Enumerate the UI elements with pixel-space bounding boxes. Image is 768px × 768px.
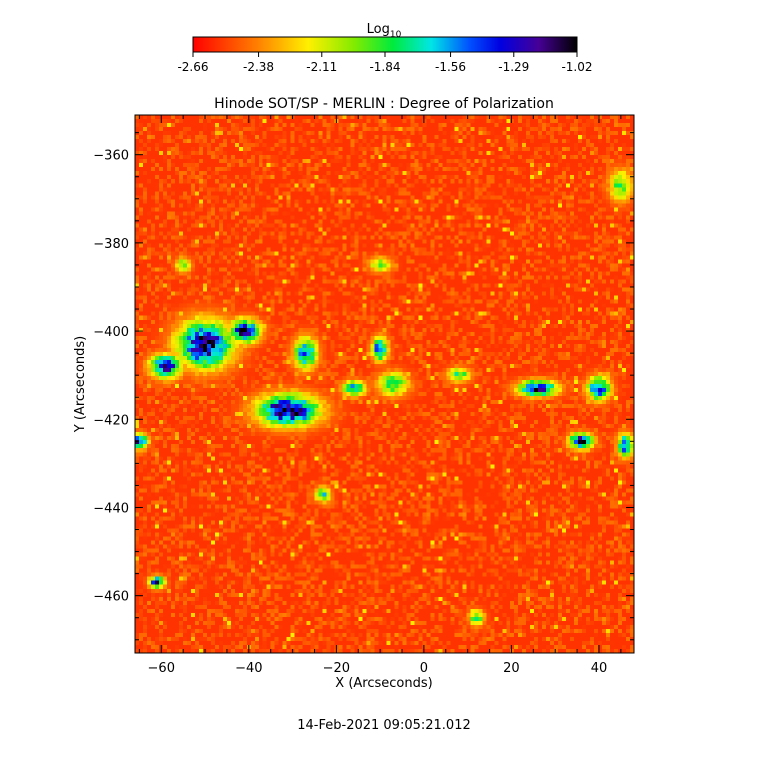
x-axis: −60 −40 −20 0 20 40 — [138, 115, 622, 676]
y-tick-label: −380 — [93, 237, 129, 252]
colorbar-tick-label: -2.38 — [243, 60, 274, 74]
x-tick-label: 40 — [591, 661, 608, 676]
colorbar-tick-label: -1.02 — [561, 60, 592, 74]
x-axis-label: X (Arcseconds) — [335, 676, 432, 691]
colorbar-tick-label: -1.56 — [435, 60, 466, 74]
x-tick-label: −40 — [235, 661, 262, 676]
colorbar-label: Log10 — [367, 22, 402, 40]
timestamp-footer: 14-Feb-2021 09:05:21.012 — [297, 718, 471, 733]
y-tick-label: −440 — [93, 501, 129, 516]
y-tick-label: −420 — [93, 413, 129, 428]
colorbar-label-main: Log — [367, 22, 390, 37]
x-tick-label: 0 — [420, 661, 428, 676]
y-axis-label: Y (Arcseconds) — [73, 336, 88, 433]
y-tick-label: −400 — [93, 325, 129, 340]
colorbar-tick-label: -1.84 — [369, 60, 400, 74]
colorbar-label-subscript: 10 — [390, 30, 402, 40]
chart-title: Hinode SOT/SP - MERLIN : Degree of Polar… — [214, 96, 554, 112]
y-tick-label: −460 — [93, 590, 129, 605]
heatmap-image — [135, 115, 634, 653]
colorbar-tick-label: -2.11 — [306, 60, 337, 74]
heatmap-area — [134, 114, 635, 654]
colorbar-tick-label: -2.66 — [177, 60, 208, 74]
y-axis: −360 −380 −400 −420 −440 −460 — [93, 132, 634, 641]
plot-frame — [134, 114, 635, 654]
colorbar-tick-label: -1.29 — [498, 60, 529, 74]
x-tick-label: −20 — [323, 661, 350, 676]
x-tick-label: −60 — [148, 661, 175, 676]
colorbar-gradient — [193, 37, 577, 52]
x-tick-label: 20 — [503, 661, 520, 676]
colorbar-ticks: -2.66 -2.38 -2.11 -1.84 -1.56 -1.29 -1.02 — [177, 52, 593, 74]
y-tick-label: −360 — [93, 149, 129, 164]
colorbar: Log10 -2.66 -2.38 -2.11 -1.84 -1.56 -1.29 -1.0… — [177, 22, 592, 74]
